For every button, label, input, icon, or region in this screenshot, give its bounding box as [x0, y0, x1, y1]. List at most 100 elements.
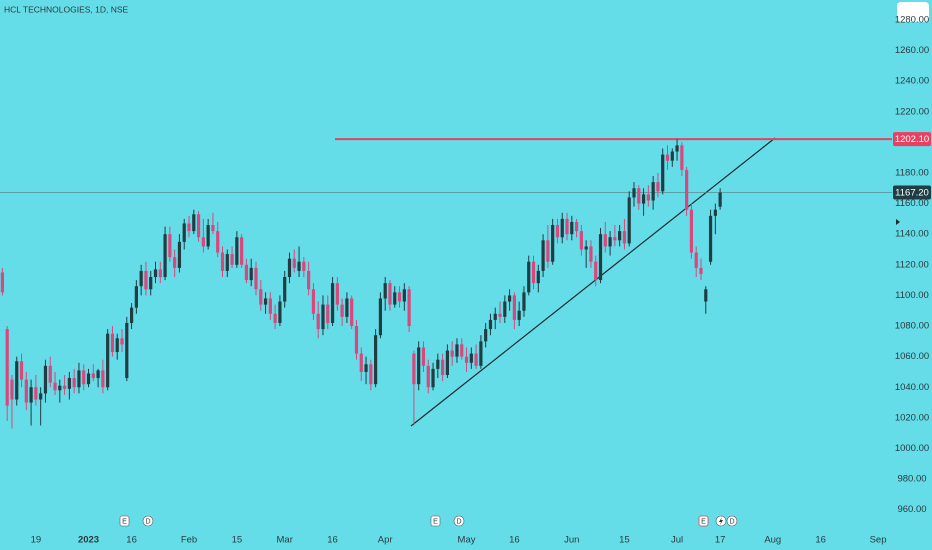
- event-icon[interactable]: [698, 515, 709, 527]
- toolbar-button[interactable]: [897, 2, 929, 22]
- candle-body: [278, 301, 282, 323]
- candle-body: [62, 385, 67, 389]
- candle-body: [101, 370, 105, 388]
- candle-body: [632, 188, 636, 198]
- candle-body: [43, 365, 48, 394]
- event-icon[interactable]: [430, 515, 441, 527]
- candle-body: [48, 365, 52, 383]
- event-icon[interactable]: [142, 515, 154, 527]
- candle-body: [240, 237, 244, 265]
- candle-body: [503, 301, 507, 317]
- candle-body: [507, 295, 512, 302]
- event-icons: E D E D E D: [119, 515, 738, 527]
- candle-body: [53, 382, 57, 391]
- candle-body: [570, 221, 574, 235]
- candle-body: [574, 221, 579, 232]
- candle-body: [450, 350, 454, 357]
- candle-body: [393, 292, 397, 305]
- x-tick-label: Feb: [181, 535, 197, 546]
- y-tick-label: 1260.00: [895, 45, 929, 56]
- candle-body: [134, 286, 138, 308]
- candle-body: [211, 225, 215, 232]
- candle-body: [517, 310, 521, 320]
- candle-body: [388, 283, 392, 305]
- candle-body: [230, 254, 234, 265]
- candle-body: [263, 298, 268, 305]
- candle-body: [39, 393, 43, 400]
- event-label: E: [122, 518, 127, 525]
- price-level-label: 1202.10: [895, 134, 929, 145]
- candle-body: [354, 326, 359, 354]
- candle-body: [407, 289, 411, 327]
- y-tick-label: 1000.00: [895, 443, 929, 454]
- event-icon[interactable]: [453, 515, 465, 527]
- candle-body: [311, 289, 316, 314]
- candle-body: [656, 182, 660, 192]
- candle-body: [474, 353, 478, 366]
- x-tick-label: 2023: [78, 535, 99, 546]
- scroll-arrow[interactable]: [896, 219, 900, 225]
- candle-body: [397, 292, 402, 302]
- x-tick-label: Sep: [870, 535, 887, 546]
- candle-body: [522, 292, 526, 311]
- candle-body: [96, 370, 100, 379]
- candle-body: [694, 252, 698, 268]
- candle-body: [421, 347, 426, 366]
- candle-body: [536, 270, 540, 284]
- candle-body: [106, 333, 110, 388]
- candle-body: [685, 169, 689, 210]
- event-icon[interactable]: [119, 515, 130, 527]
- candle-body: [283, 277, 287, 302]
- event-icon[interactable]: [726, 515, 738, 527]
- candle-body: [254, 267, 258, 290]
- candle-body: [555, 225, 560, 238]
- candle-body: [287, 258, 292, 278]
- candle-body: [718, 192, 722, 207]
- x-tick-label: 16: [509, 535, 520, 546]
- candle-body: [460, 344, 464, 357]
- y-tick-label: 1100.00: [895, 290, 929, 301]
- candle-body: [321, 304, 325, 330]
- candle-body: [374, 335, 378, 385]
- candle-body: [235, 237, 239, 265]
- candle-body: [34, 387, 38, 400]
- candle-body: [455, 344, 459, 357]
- candle-body: [216, 231, 220, 253]
- y-tick-label: 1140.00: [895, 229, 929, 240]
- candle-body: [484, 329, 488, 342]
- candle-body: [244, 264, 249, 281]
- last-price-label: 1167.20: [895, 188, 929, 199]
- candle-body: [608, 237, 612, 247]
- candle-body: [72, 378, 76, 388]
- x-tick-label: Apr: [378, 535, 393, 546]
- candle-body: [618, 231, 622, 241]
- candle-body: [187, 223, 191, 232]
- candle-body: [177, 241, 182, 268]
- candle-body: [445, 350, 449, 375]
- candle-body: [479, 341, 483, 366]
- candle-body: [584, 246, 588, 250]
- candle-body: [19, 361, 24, 380]
- candle-body: [651, 182, 655, 201]
- y-tick-label: 980.00: [897, 474, 926, 485]
- candle-body: [350, 298, 354, 327]
- candle-body: [220, 252, 225, 271]
- candle-body: [249, 267, 253, 281]
- candle-body: [431, 368, 435, 388]
- candle-body: [436, 359, 440, 369]
- candle-body: [139, 270, 143, 287]
- candle-body: [297, 261, 301, 271]
- candle-body: [646, 194, 650, 201]
- candle-body: [493, 313, 497, 320]
- candle-body: [464, 356, 469, 363]
- candle-body: [627, 197, 631, 244]
- candle-body: [641, 194, 646, 204]
- y-tick-label: 1020.00: [895, 412, 929, 423]
- candle-body: [206, 225, 210, 247]
- candle-body: [541, 240, 545, 271]
- candle-body: [512, 295, 516, 320]
- event-label: D: [729, 518, 734, 525]
- candle-body: [417, 347, 421, 385]
- candle-body: [0, 272, 4, 293]
- event-label: E: [433, 518, 438, 525]
